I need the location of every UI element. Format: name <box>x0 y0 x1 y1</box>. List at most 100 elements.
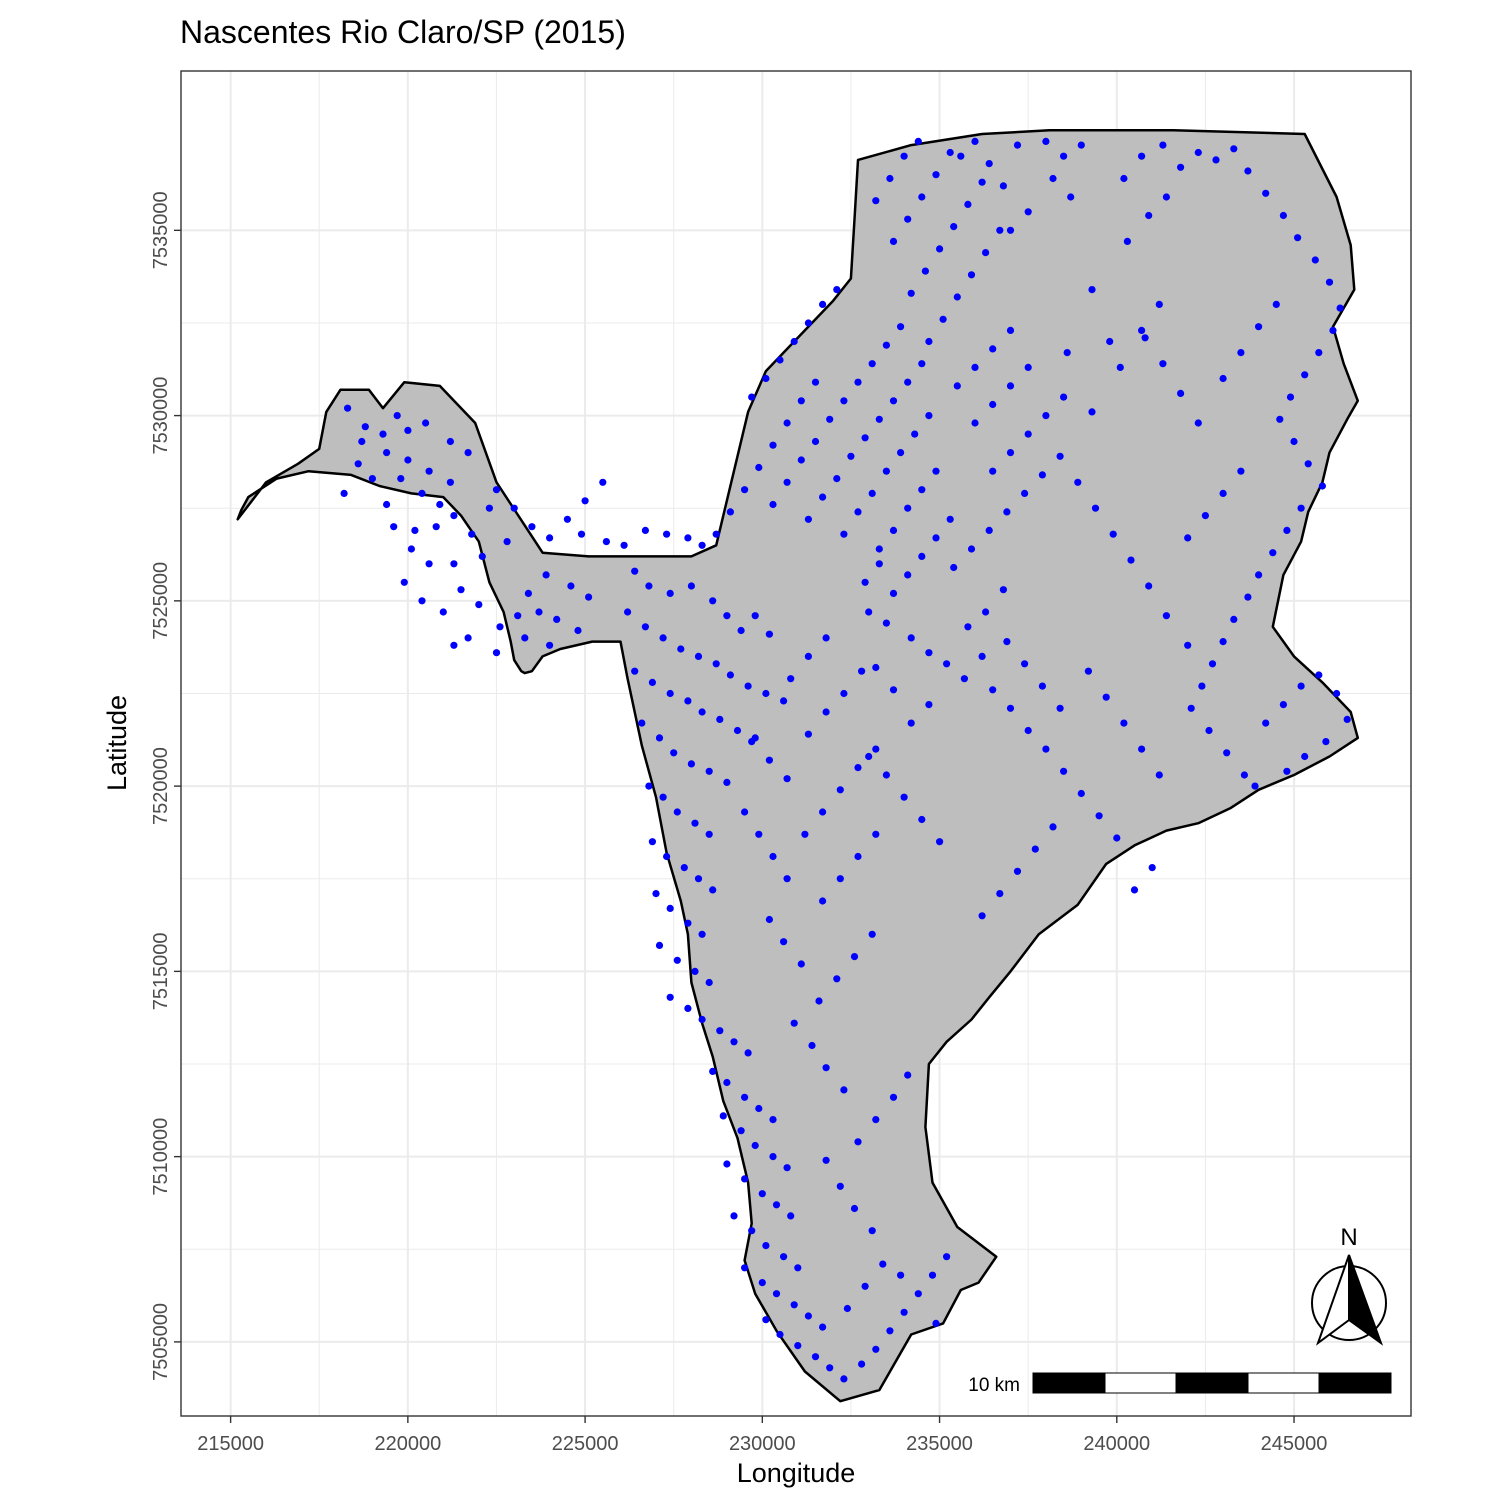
spring-point <box>1021 489 1029 497</box>
spring-point <box>1255 323 1263 331</box>
spring-point <box>450 560 458 568</box>
spring-point <box>911 430 919 438</box>
spring-point <box>446 478 454 486</box>
spring-point <box>748 738 756 746</box>
spring-point <box>1244 167 1252 175</box>
spring-point <box>822 634 830 642</box>
spring-point <box>1230 615 1238 624</box>
spring-point <box>833 475 841 483</box>
spring-point <box>836 1182 844 1190</box>
spring-point <box>1049 823 1057 831</box>
spring-point <box>819 300 827 308</box>
spring-point <box>631 667 639 675</box>
spring-point <box>393 412 401 420</box>
scale-bar-segment-3 <box>1175 1372 1249 1394</box>
spring-point <box>840 530 848 538</box>
spring-point <box>950 563 958 572</box>
spring-point <box>1021 660 1029 668</box>
spring-point <box>691 967 699 976</box>
spring-point <box>1024 363 1032 371</box>
spring-point <box>886 1327 894 1335</box>
spring-point <box>1237 349 1245 357</box>
spring-point <box>418 597 426 605</box>
spring-point <box>407 545 415 553</box>
spring-point <box>1269 549 1277 557</box>
y-tick-label: 7525000 <box>150 562 172 640</box>
spring-point <box>432 523 440 531</box>
spring-point <box>932 467 940 475</box>
spring-point <box>574 626 582 635</box>
spring-point <box>1162 193 1170 201</box>
spring-point <box>776 356 784 364</box>
spring-point <box>1060 767 1068 775</box>
spring-point <box>854 764 862 772</box>
spring-point <box>748 393 756 401</box>
spring-point <box>868 1227 876 1235</box>
spring-point <box>1262 719 1270 727</box>
spring-point <box>758 1190 766 1198</box>
spring-point <box>865 608 873 616</box>
spring-point <box>687 760 696 768</box>
spring-point <box>1003 508 1011 516</box>
spring-point <box>971 363 979 371</box>
north-arrow: N <box>1311 1224 1387 1346</box>
spring-point <box>932 1319 940 1327</box>
spring-point <box>953 382 961 390</box>
spring-point <box>748 1227 756 1235</box>
spring-point <box>1304 460 1312 468</box>
spring-point <box>528 523 536 531</box>
spring-point <box>879 1260 887 1268</box>
spring-point <box>666 993 674 1001</box>
spring-point <box>535 608 543 616</box>
spring-point <box>741 1175 749 1183</box>
spring-point <box>712 660 720 668</box>
spring-point <box>1159 141 1167 149</box>
spring-point <box>840 1086 848 1094</box>
spring-point <box>705 978 713 987</box>
spring-point <box>755 463 763 472</box>
spring-point <box>889 1093 898 1101</box>
spring-point <box>804 1312 813 1320</box>
x-tick-label: 240000 <box>1083 1433 1150 1455</box>
spring-point <box>836 875 844 883</box>
spring-point <box>836 786 844 794</box>
spring-point <box>1031 845 1039 853</box>
spring-point <box>1138 745 1146 753</box>
spring-point <box>1109 530 1117 538</box>
spring-point <box>716 1027 724 1035</box>
spring-point <box>397 475 405 483</box>
spring-point <box>411 526 419 535</box>
spring-point <box>787 675 795 683</box>
spring-point <box>875 545 883 553</box>
spring-point <box>492 486 501 494</box>
spring-point <box>1297 682 1305 690</box>
spring-point <box>1013 867 1022 875</box>
spring-point <box>971 137 979 145</box>
spring-point <box>861 1282 869 1290</box>
spring-point <box>1240 771 1248 779</box>
spring-point <box>1184 534 1192 542</box>
spring-point <box>1049 174 1057 183</box>
spring-point <box>1077 789 1085 798</box>
spring-point <box>698 1015 706 1024</box>
spring-point <box>840 1375 848 1383</box>
y-axis-title: Latitude <box>102 695 132 791</box>
spring-point <box>478 552 486 561</box>
spring-point <box>854 378 862 386</box>
spring-point <box>978 652 986 661</box>
spring-point <box>344 404 352 412</box>
spring-point <box>1343 715 1351 724</box>
spring-point <box>1155 771 1163 779</box>
spring-point <box>797 456 805 464</box>
spring-point <box>1162 612 1170 620</box>
spring-point <box>1198 682 1206 690</box>
spring-point <box>772 1290 781 1298</box>
spring-point <box>755 1104 763 1113</box>
municipality-boundary <box>236 129 1360 1403</box>
spring-point <box>1006 704 1015 712</box>
spring-point <box>404 456 412 464</box>
spring-point <box>822 708 830 716</box>
spring-point <box>861 578 869 586</box>
spring-point <box>1056 704 1064 712</box>
